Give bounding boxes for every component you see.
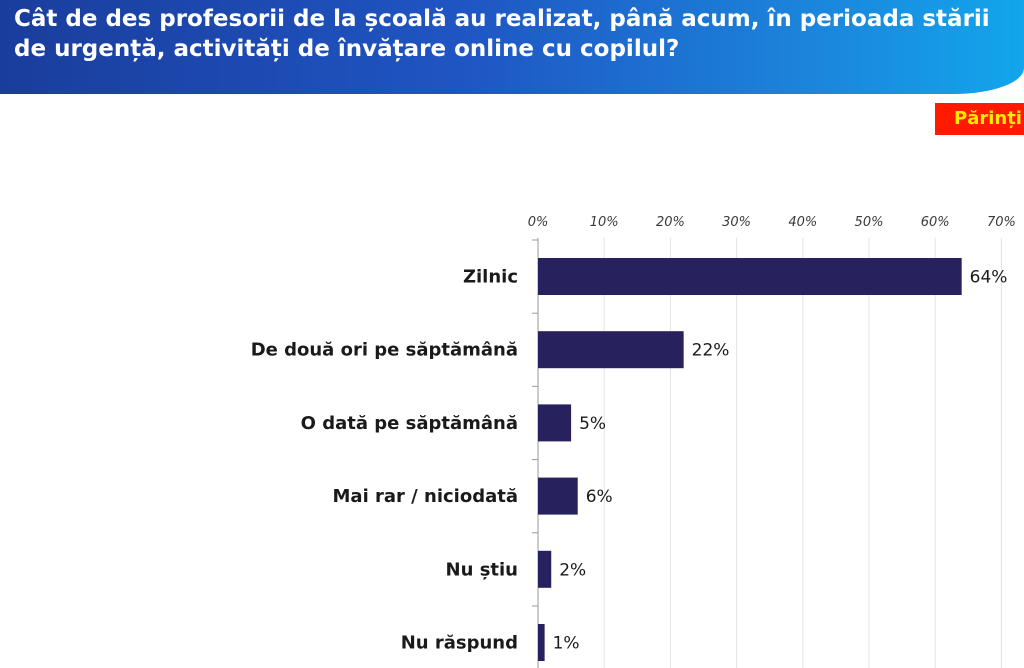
value-labels: 64% 22% 5% 6% 2% 1% bbox=[553, 268, 1008, 654]
bars bbox=[538, 258, 962, 661]
value-label: 2% bbox=[559, 560, 586, 580]
value-label: 5% bbox=[579, 414, 606, 434]
value-label: 1% bbox=[553, 634, 580, 654]
value-label: 64% bbox=[970, 268, 1008, 288]
x-tick-label: 20% bbox=[656, 215, 685, 230]
question-title: Cât de des profesorii de la școală au re… bbox=[14, 6, 990, 62]
x-axis-ticks: 0% 10% 20% 30% 40% 50% 60% 70% bbox=[528, 215, 1016, 230]
x-tick-label: 60% bbox=[921, 215, 950, 230]
audience-badge: Părinți bbox=[935, 103, 1024, 135]
x-tick-label: 50% bbox=[855, 215, 884, 230]
bar bbox=[538, 331, 684, 369]
category-label: Nu răspund bbox=[401, 633, 518, 654]
header-banner: Cât de des profesorii de la școală au re… bbox=[0, 0, 1024, 94]
bar bbox=[538, 258, 962, 295]
x-tick-label: 30% bbox=[722, 215, 751, 230]
bar bbox=[538, 550, 552, 588]
category-label: De două ori pe săptămână bbox=[251, 340, 518, 361]
x-tick-label: 40% bbox=[788, 215, 817, 230]
value-label: 6% bbox=[586, 487, 613, 507]
bar bbox=[538, 624, 545, 661]
grid-lines bbox=[532, 238, 1002, 668]
category-labels: Zilnic De două ori pe săptămână O dată pe … bbox=[251, 267, 518, 654]
bar bbox=[538, 477, 578, 515]
x-tick-label: 0% bbox=[528, 215, 549, 230]
category-label: Nu știu bbox=[446, 559, 518, 580]
bar bbox=[538, 404, 572, 442]
category-label: O dată pe săptămână bbox=[301, 413, 518, 434]
category-label: Zilnic bbox=[463, 267, 518, 288]
x-tick-label: 10% bbox=[590, 215, 619, 230]
category-label: Mai rar / niciodată bbox=[333, 486, 518, 507]
value-label: 22% bbox=[692, 341, 730, 361]
x-tick-label: 70% bbox=[987, 215, 1016, 230]
